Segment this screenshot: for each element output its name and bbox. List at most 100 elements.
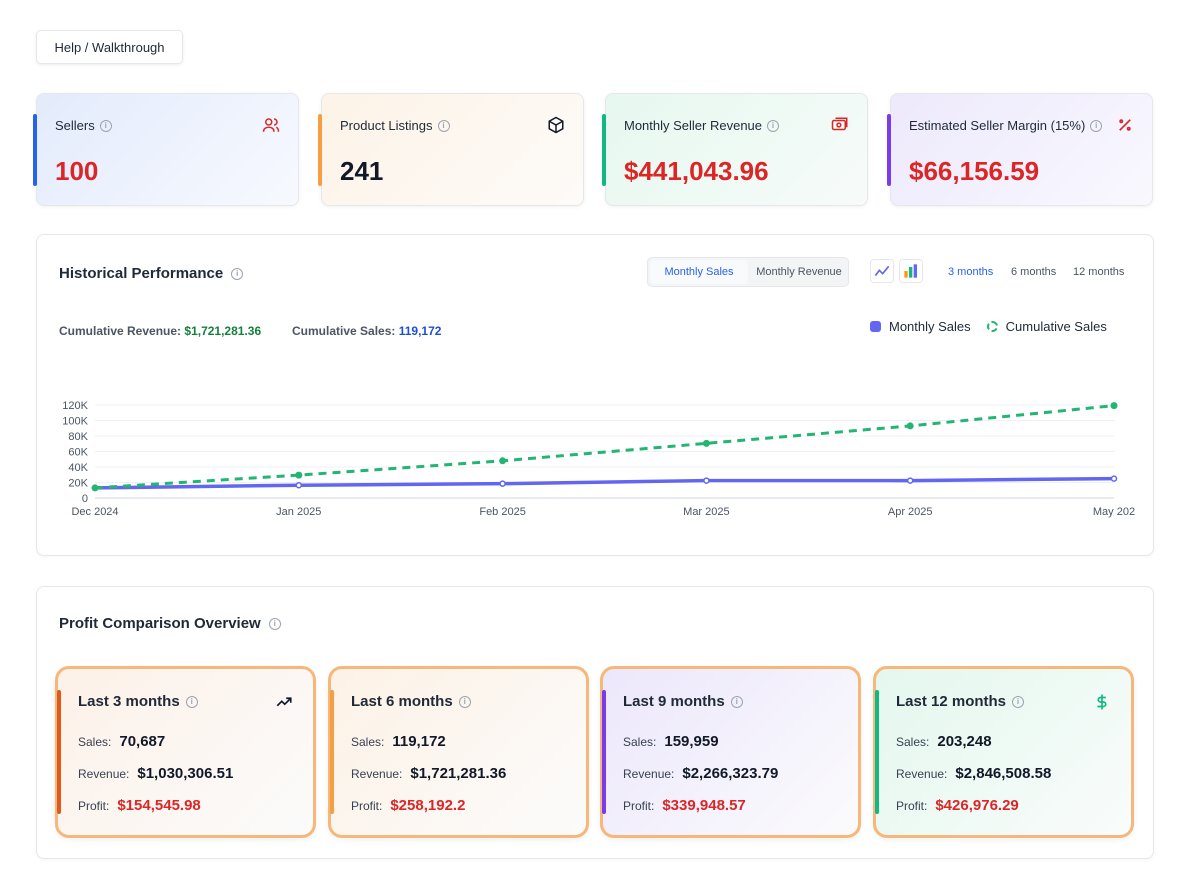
users-icon xyxy=(262,118,280,132)
sellers-value: 100 xyxy=(55,156,99,186)
estimated-seller-margin-card: Estimated Seller Margin (15%) i $66,156.5… xyxy=(887,93,1153,206)
revenue-row: Revenue: $2,846,508.58 xyxy=(896,765,1052,782)
bar-chart-view-button[interactable] xyxy=(899,259,923,283)
y-tick-label: 120K xyxy=(62,400,88,412)
revenue-row: Revenue: $1,721,281.36 xyxy=(351,765,507,782)
metric-toggle: Monthly Sales Monthly Revenue xyxy=(647,257,849,287)
line-chart-icon xyxy=(874,265,890,277)
cash-icon xyxy=(831,117,848,131)
cumulative-sales-line xyxy=(94,404,1115,490)
monthly-seller-revenue-value: $441,043.96 xyxy=(624,156,769,186)
help-walkthrough-button[interactable]: Help / Walkthrough xyxy=(36,30,183,64)
historical-performance-panel: Historical Performance i Monthly Sales Mo… xyxy=(36,234,1154,556)
range-12-months[interactable]: 12 months xyxy=(1073,266,1125,278)
range-3-months[interactable]: 3 months xyxy=(948,266,994,278)
sellers-card: Sellers i 100 xyxy=(33,93,299,206)
cumulative-sales-point xyxy=(91,484,99,492)
y-tick-label: 0 xyxy=(82,493,88,505)
dollar-icon xyxy=(1097,694,1107,710)
x-tick-label: Jan 2025 xyxy=(276,506,321,518)
info-icon[interactable]: i xyxy=(231,267,244,280)
monthly-sales-point xyxy=(1110,475,1118,482)
card-label: Estimated Seller Margin (15%) i xyxy=(909,118,1103,133)
profit-row: Profit: $258,192.2 xyxy=(351,797,466,814)
legend-cumulative-sales[interactable]: Cumulative Sales xyxy=(1005,319,1107,334)
cumulative-sales: Cumulative Sales: 119,172 xyxy=(292,324,442,338)
toggle-monthly-revenue[interactable]: Monthly Revenue xyxy=(756,266,842,278)
period-card-9-months: Last 9 months i Sales: 159,959 Revenue: $2,… xyxy=(600,666,861,838)
period-title: Last 9 months i xyxy=(623,693,743,710)
card-label: Monthly Seller Revenue i xyxy=(624,118,780,133)
x-tick-label: Mar 2025 xyxy=(683,506,729,518)
product-listings-value: 241 xyxy=(340,156,384,186)
y-tick-label: 80K xyxy=(68,431,88,443)
monthly-sales-point xyxy=(703,477,710,484)
x-tick-label: Dec 2024 xyxy=(71,506,118,518)
period-card-12-months: Last 12 months i Sales: 203,248 Revenue: $2… xyxy=(873,666,1134,838)
monthly-sales-point xyxy=(295,481,303,489)
x-tick-label: Apr 2025 xyxy=(888,506,933,518)
profit-row: Profit: $154,545.98 xyxy=(78,797,201,814)
toggle-monthly-sales[interactable]: Monthly Sales xyxy=(650,260,748,284)
period-title: Last 6 months i xyxy=(351,693,471,710)
card-accent-bar xyxy=(318,114,322,186)
info-icon[interactable]: i xyxy=(99,119,112,132)
x-tick-label: Feb 2025 xyxy=(479,506,525,518)
card-accent-bar xyxy=(875,690,879,814)
period-title: Last 3 months i xyxy=(78,693,198,710)
product-listings-card: Product Listings i 241 xyxy=(318,93,584,206)
y-tick-label: 100K xyxy=(62,416,88,428)
info-icon[interactable]: i xyxy=(1090,119,1103,132)
card-accent-bar xyxy=(887,114,891,186)
cumulative-sales-value: 119,172 xyxy=(398,324,442,338)
cumulative-revenue-value: $1,721,281.36 xyxy=(184,324,262,338)
info-icon[interactable]: i xyxy=(458,695,471,708)
bar-chart-icon xyxy=(904,264,917,278)
estimated-seller-margin-value: $66,156.59 xyxy=(909,156,1040,186)
info-icon[interactable]: i xyxy=(730,695,743,708)
panel-title: Historical Performance i xyxy=(59,265,244,282)
monthly-sales-swatch xyxy=(870,321,881,332)
card-label: Product Listings i xyxy=(340,118,450,133)
cube-icon xyxy=(548,116,564,134)
card-accent-bar xyxy=(602,690,606,814)
info-icon[interactable]: i xyxy=(268,617,281,630)
range-6-months[interactable]: 6 months xyxy=(1011,266,1057,278)
profit-row: Profit: $426,976.29 xyxy=(896,797,1019,814)
x-tick-label: May 202 xyxy=(1093,506,1135,518)
info-icon[interactable]: i xyxy=(767,119,780,132)
period-title: Last 12 months i xyxy=(896,693,1025,710)
info-icon[interactable]: i xyxy=(1012,695,1025,708)
trending-up-icon xyxy=(276,697,292,707)
monthly-sales-point xyxy=(906,477,914,484)
legend-monthly-sales[interactable]: Monthly Sales xyxy=(889,319,971,334)
info-icon[interactable]: i xyxy=(185,695,198,708)
card-accent-bar xyxy=(330,690,334,814)
y-tick-label: 40K xyxy=(68,462,88,474)
historical-chart: 0 20K 40K 60K 80K 100K 120K Dec 2024 Jan 2025 Feb… xyxy=(62,400,1135,518)
y-tick-label: 20K xyxy=(68,478,88,490)
line-chart-view-button[interactable] xyxy=(870,259,894,283)
cumulative-sales-swatch xyxy=(986,321,998,332)
cumulative-sales-point xyxy=(906,422,914,430)
revenue-row: Revenue: $2,266,323.79 xyxy=(623,765,779,782)
sales-row: Sales: 70,687 xyxy=(78,733,166,750)
card-accent-bar xyxy=(57,690,61,814)
period-card-3-months: Last 3 months i Sales: 70,687 Revenue: $1,0… xyxy=(55,666,316,838)
sales-row: Sales: 119,172 xyxy=(351,733,446,750)
cumulative-sales-point xyxy=(499,457,507,465)
cumulative-sales-point xyxy=(1110,402,1118,410)
monthly-seller-revenue-card: Monthly Seller Revenue i $441,043.96 xyxy=(602,93,868,206)
monthly-sales-point xyxy=(499,480,506,487)
revenue-row: Revenue: $1,030,306.51 xyxy=(78,765,234,782)
cumulative-sales-point xyxy=(295,471,303,479)
profit-row: Profit: $339,948.57 xyxy=(623,797,746,814)
percent-icon xyxy=(1119,119,1131,131)
info-icon[interactable]: i xyxy=(437,119,450,132)
sales-row: Sales: 159,959 xyxy=(623,733,719,750)
card-accent-bar xyxy=(33,114,37,186)
y-tick-label: 60K xyxy=(68,447,88,459)
sales-row: Sales: 203,248 xyxy=(896,733,992,750)
monthly-sales-line xyxy=(94,476,1115,490)
period-card-6-months: Last 6 months i Sales: 119,172 Revenue: $1,… xyxy=(328,666,589,838)
